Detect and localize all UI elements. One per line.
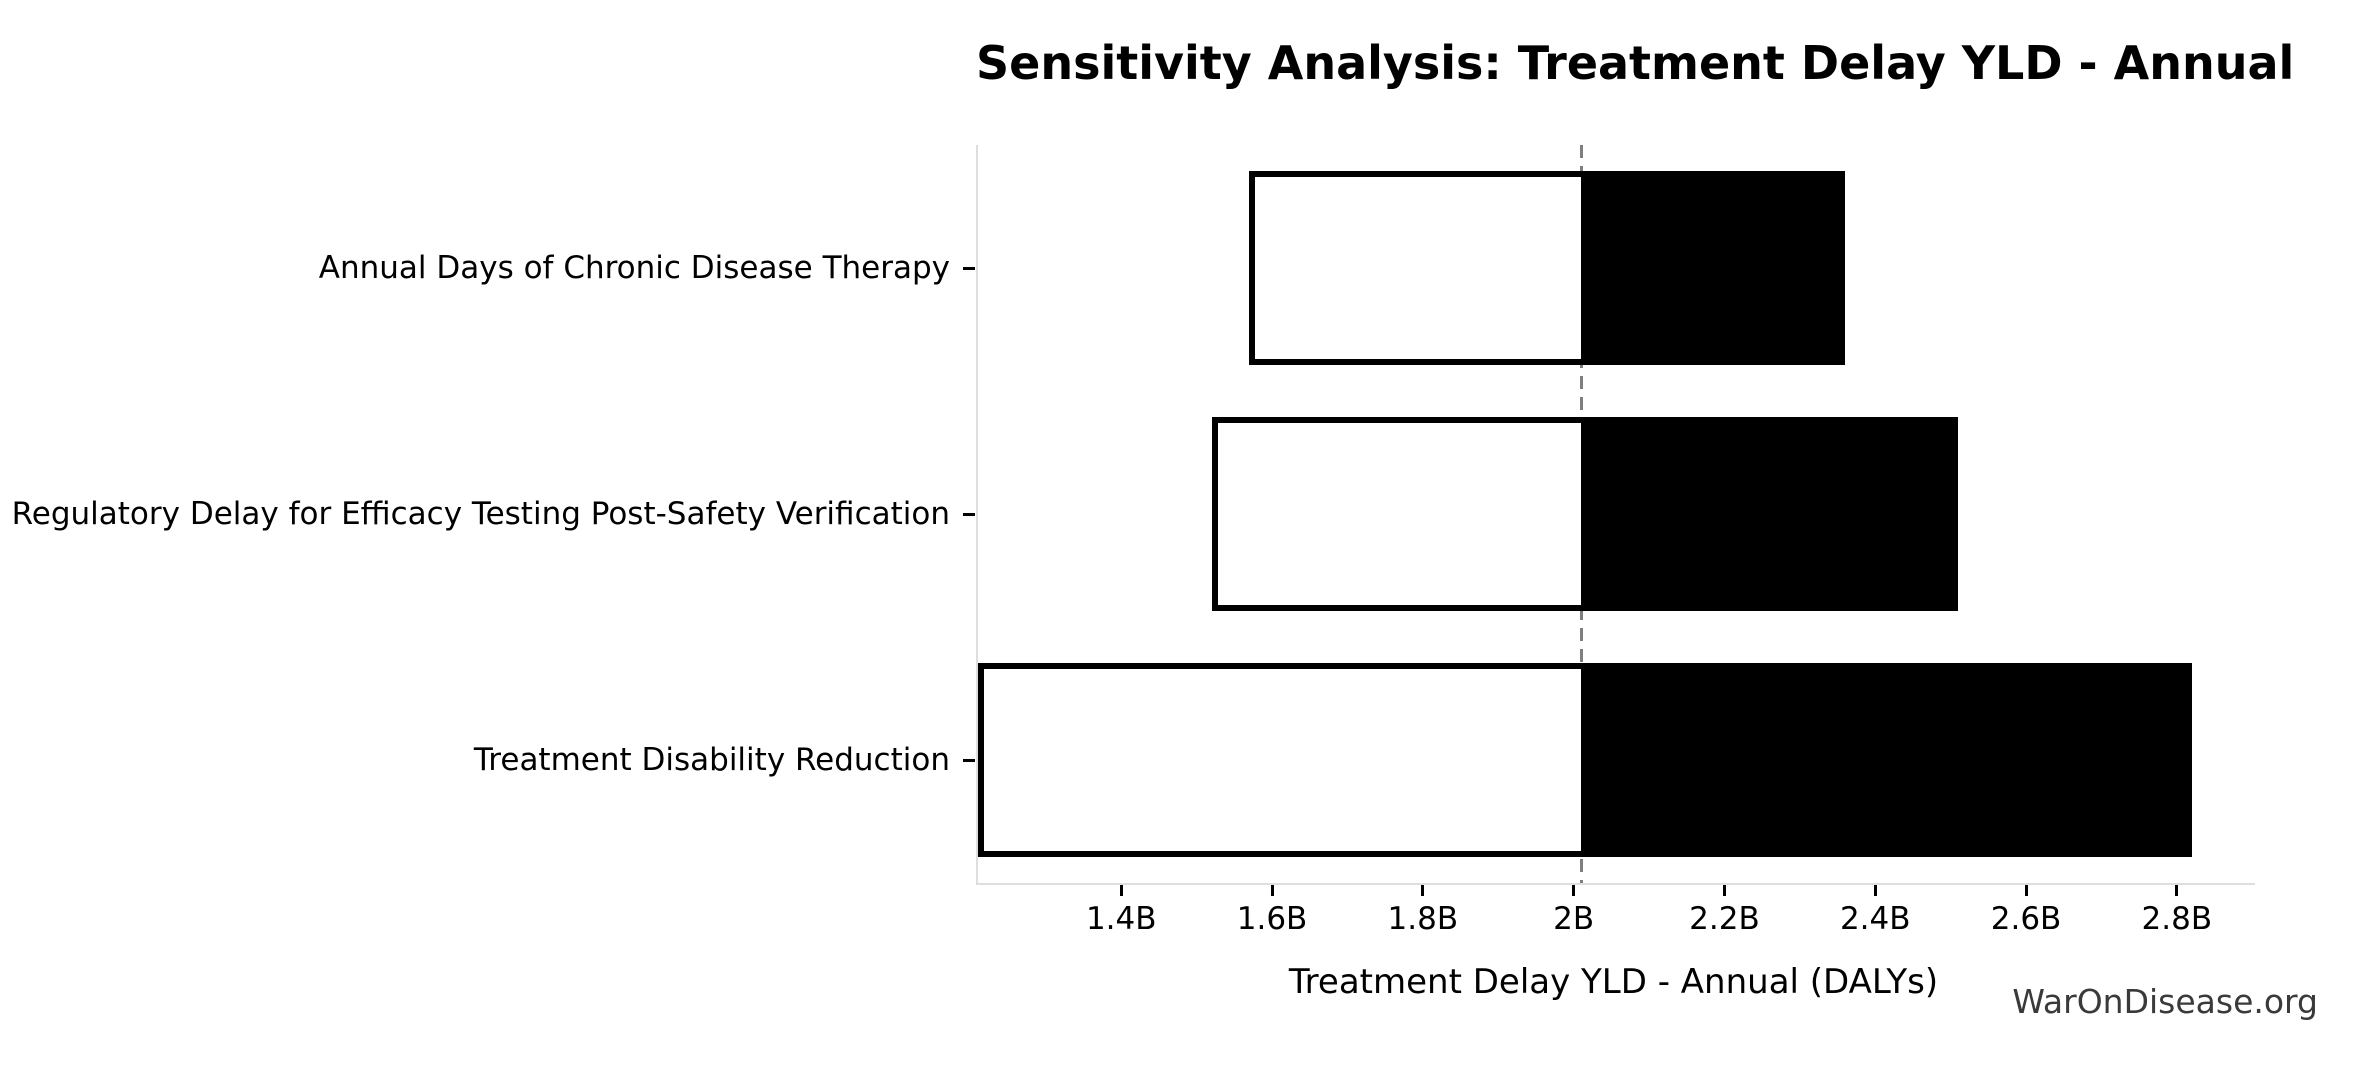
chart-title: Sensitivity Analysis: Treatment Delay YL… — [976, 36, 2295, 90]
y-axis-tick — [963, 759, 975, 762]
x-axis-tick — [2175, 885, 2179, 896]
x-tick-label: 1.8B — [1387, 901, 1459, 937]
x-tick-label: 2.2B — [1689, 901, 1760, 937]
x-tick-label: 1.4B — [1085, 901, 1157, 937]
category-label: Annual Days of Chronic Disease Therapy — [318, 250, 950, 286]
x-tick-label: 2B — [1553, 901, 1595, 937]
bar-low-segment — [978, 663, 1588, 857]
category-label: Regulatory Delay for Efficacy Testing Po… — [11, 496, 950, 532]
x-axis-tick — [2024, 885, 2028, 896]
plot-area: 1.4B 1.6B 1.8B 2B 2.2B 2.4B 2.6B 2.8B — [963, 145, 2255, 937]
bar-low-segment — [1249, 171, 1588, 365]
x-axis-tick — [1873, 885, 1877, 896]
x-tick-label: 1.6B — [1236, 901, 1308, 937]
bar-high-segment — [1581, 417, 1959, 611]
x-axis-tick — [1119, 885, 1123, 896]
x-tick-label: 2.8B — [2141, 901, 2213, 937]
bar-low-segment — [1211, 417, 1588, 611]
bar-high-segment — [1581, 663, 2192, 857]
x-axis-tick — [1572, 885, 1576, 896]
x-axis-tick — [1722, 885, 1726, 896]
category-label: Treatment Disability Reduction — [473, 742, 950, 778]
x-axis-tick — [1421, 885, 1425, 896]
watermark-text: WarOnDisease.org — [2012, 982, 2318, 1021]
bar-high-segment — [1581, 171, 1846, 365]
y-axis-tick — [963, 513, 975, 516]
x-tick-label: 2.4B — [1839, 901, 1911, 937]
x-axis-title: Treatment Delay YLD - Annual (DALYs) — [1288, 962, 1939, 1002]
x-tick-label: 2.6B — [1990, 901, 2062, 937]
y-axis-tick — [963, 267, 975, 270]
x-axis-tick — [1270, 885, 1274, 896]
